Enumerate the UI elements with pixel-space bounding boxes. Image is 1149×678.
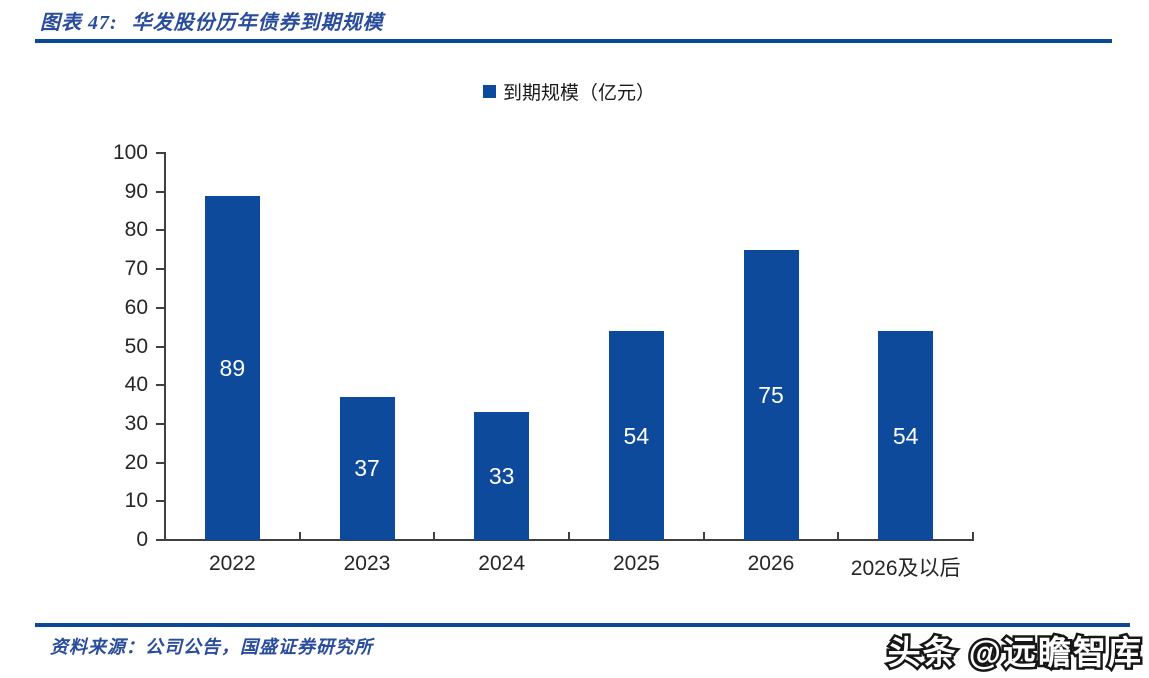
bar-value-label: 33 [488, 463, 515, 490]
legend-swatch-icon [482, 85, 496, 98]
bar-value-label: 54 [892, 422, 919, 449]
y-tick-label: 10 [124, 489, 148, 513]
y-tick-label: 30 [124, 411, 148, 435]
y-tick-label: 100 [112, 141, 148, 164]
bar [878, 331, 934, 540]
figure-title: 华发股份历年债券到期规模 [131, 12, 384, 34]
bar [204, 195, 260, 540]
bar [608, 331, 664, 540]
figure-caption: 图表 47: 华发股份历年债券到期规模 [40, 6, 384, 35]
watermark-text: 头条 @远瞻智库 [887, 634, 1143, 671]
x-axis-tick [433, 532, 436, 540]
x-axis-tick [298, 532, 301, 540]
figure-number: 图表 47: [40, 12, 118, 34]
footer-divider [35, 623, 1130, 627]
y-tick-label: 70 [124, 257, 148, 281]
y-axis-tick [156, 229, 165, 232]
x-tick-label: 2024 [478, 552, 526, 575]
bar-value-label: 37 [354, 455, 380, 482]
bar-chart: 0 10 20 30 40 50 60 70 80 90 100 89 2022 37 2023 33 2024… [112, 141, 974, 580]
y-axis-tick [156, 190, 165, 193]
y-tick-label: 50 [124, 334, 148, 358]
x-axis-tick [702, 532, 705, 540]
x-tick-label: 2022 [208, 552, 256, 575]
y-axis-tick [156, 345, 165, 348]
y-axis-tick [156, 384, 165, 387]
title-divider [35, 39, 1112, 43]
y-tick-label: 0 [136, 528, 148, 551]
x-axis-tick [972, 532, 974, 540]
x-tick-label: 2025 [612, 552, 660, 575]
y-tick-label: 60 [124, 295, 148, 319]
y-axis-tick [156, 268, 165, 271]
x-tick-label: 2023 [343, 552, 391, 575]
bar-value-label: 75 [758, 381, 784, 408]
bar [339, 396, 395, 540]
x-axis-tick [568, 532, 570, 540]
chart-legend: 到期规模（亿元） [165, 78, 973, 105]
bar-value-label: 54 [623, 422, 650, 449]
y-tick-label: 80 [124, 218, 148, 242]
y-axis-tick [156, 539, 165, 541]
source-note: 资料来源：公司公告，国盛证券研究所 [50, 637, 373, 657]
x-tick-label: 2026 [747, 552, 795, 575]
y-tick-label: 90 [124, 179, 148, 203]
bar-value-label: 89 [219, 354, 246, 381]
y-axis-line [164, 152, 166, 541]
y-tick-label: 40 [124, 373, 148, 397]
bar [474, 412, 530, 540]
y-axis-tick [156, 152, 165, 154]
y-axis-tick [156, 461, 165, 464]
y-axis-tick [156, 500, 165, 503]
legend-label: 到期规模（亿元） [502, 83, 655, 104]
watermark-outline: 头条 @远瞻智库 [885, 632, 1143, 674]
y-tick-label: 20 [124, 450, 148, 474]
x-axis-tick [837, 532, 840, 540]
x-tick-label: 2026及以后 [850, 557, 961, 580]
bar [743, 249, 799, 540]
y-axis-tick [156, 306, 165, 309]
y-axis-tick [156, 422, 165, 425]
x-axis-line [164, 539, 974, 541]
